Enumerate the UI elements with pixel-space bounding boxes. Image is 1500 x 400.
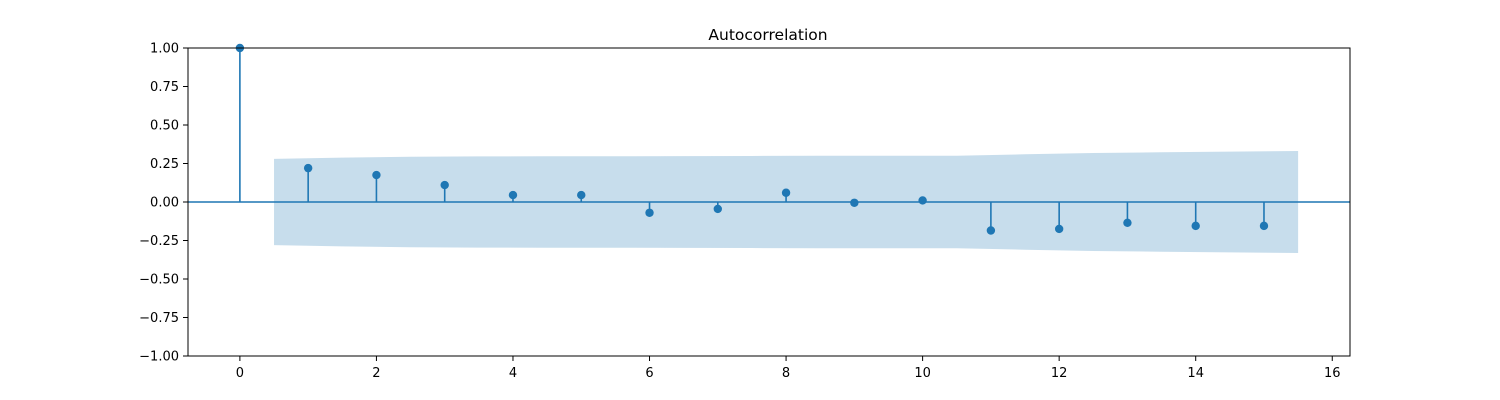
stem-marker-lag-12 (1054, 224, 1064, 234)
x-tick-label: 12 (1051, 366, 1068, 381)
stem-marker-lag-5 (577, 190, 586, 200)
x-tick-label: 16 (1324, 366, 1341, 381)
stem-marker-lag-2 (372, 170, 381, 180)
stem-marker-lag-3 (440, 180, 449, 190)
stem-marker-lag-15 (1259, 221, 1269, 231)
x-tick-label: 6 (645, 366, 653, 381)
y-tick-label: 0.75 (150, 80, 179, 95)
y-tick-label: −0.75 (139, 311, 179, 326)
y-tick-label: −1.00 (139, 350, 179, 365)
y-tick-label: 1.00 (150, 42, 179, 57)
x-tick-label: 10 (914, 366, 931, 381)
stem-marker-lag-10 (918, 196, 927, 205)
x-tick-label: 2 (372, 366, 380, 381)
x-tick-label: 8 (782, 366, 790, 381)
y-tick-label: −0.25 (139, 234, 179, 249)
stem-marker-lag-7 (713, 204, 722, 214)
stem-marker-lag-8 (781, 188, 791, 197)
stem-marker-lag-9 (850, 198, 859, 207)
x-tick-label: 14 (1187, 366, 1204, 381)
y-tick-label: 0.50 (150, 119, 179, 134)
stem-marker-lag-14 (1191, 221, 1200, 231)
y-tick-label: 0.25 (150, 157, 179, 172)
stem-marker-lag-13 (1123, 218, 1132, 227)
stem-marker-lag-11 (986, 226, 996, 235)
stem-marker-lag-4 (508, 190, 518, 200)
stem-marker-lag-6 (645, 208, 654, 217)
x-axis-ticks: 0 2 4 6 8 10 12 14 16 (236, 356, 1341, 381)
y-axis-ticks: −1.00 −0.75 −0.50 −0.25 0.00 0.25 0.50 0.75 1.00 (139, 42, 188, 365)
x-tick-label: 4 (509, 366, 517, 381)
y-tick-label: −0.50 (139, 273, 179, 288)
y-tick-label: 0.00 (150, 196, 179, 211)
stem-marker-lag-1 (303, 163, 313, 173)
chart-title: Autocorrelation (708, 26, 827, 44)
x-tick-label: 0 (236, 366, 244, 381)
stem-layer (235, 43, 1269, 235)
